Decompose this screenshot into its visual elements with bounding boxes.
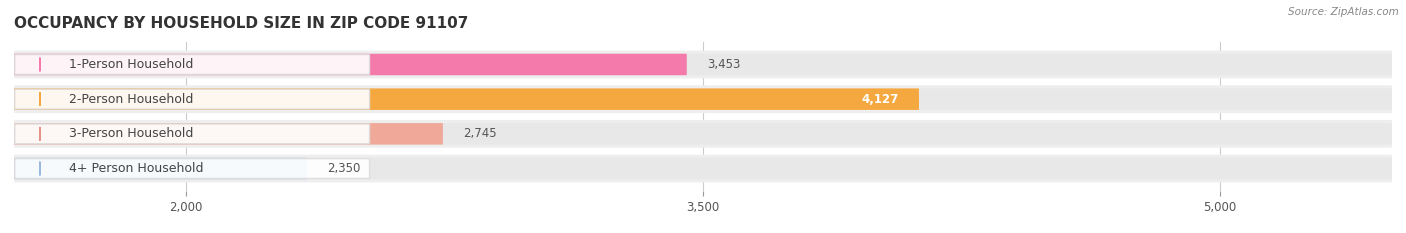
Text: OCCUPANCY BY HOUSEHOLD SIZE IN ZIP CODE 91107: OCCUPANCY BY HOUSEHOLD SIZE IN ZIP CODE …: [14, 16, 468, 31]
FancyBboxPatch shape: [14, 88, 1392, 110]
FancyBboxPatch shape: [14, 159, 370, 178]
FancyBboxPatch shape: [14, 85, 1392, 113]
Text: 2,350: 2,350: [328, 162, 361, 175]
FancyBboxPatch shape: [14, 54, 686, 75]
FancyBboxPatch shape: [14, 123, 1392, 145]
FancyBboxPatch shape: [14, 155, 1392, 182]
Text: 3,453: 3,453: [707, 58, 741, 71]
FancyBboxPatch shape: [14, 158, 1392, 179]
FancyBboxPatch shape: [14, 89, 370, 109]
FancyBboxPatch shape: [14, 120, 1392, 148]
FancyBboxPatch shape: [14, 124, 370, 144]
FancyBboxPatch shape: [14, 123, 443, 145]
FancyBboxPatch shape: [14, 55, 370, 74]
Text: 3-Person Household: 3-Person Household: [69, 127, 194, 140]
FancyBboxPatch shape: [14, 158, 307, 179]
FancyBboxPatch shape: [14, 54, 1392, 75]
Text: 4+ Person Household: 4+ Person Household: [69, 162, 204, 175]
Text: 2,745: 2,745: [464, 127, 498, 140]
Text: 2-Person Household: 2-Person Household: [69, 93, 194, 106]
Text: Source: ZipAtlas.com: Source: ZipAtlas.com: [1288, 7, 1399, 17]
FancyBboxPatch shape: [14, 88, 920, 110]
Text: 1-Person Household: 1-Person Household: [69, 58, 194, 71]
Text: 4,127: 4,127: [860, 93, 898, 106]
FancyBboxPatch shape: [14, 51, 1392, 78]
